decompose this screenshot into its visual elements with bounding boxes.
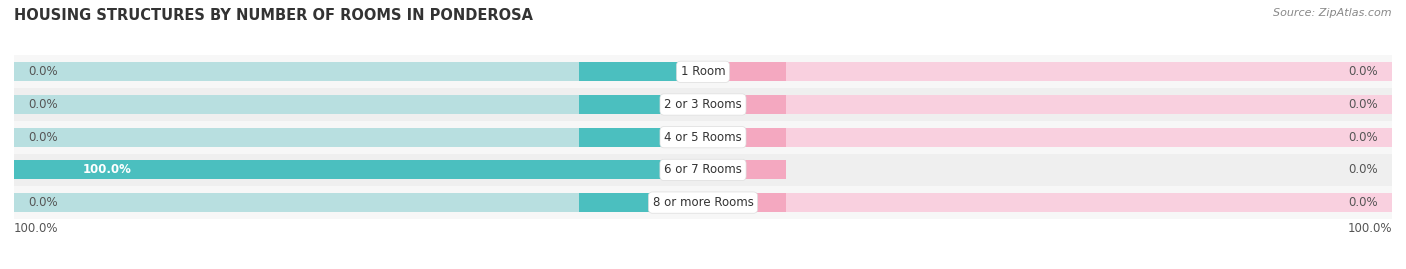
Bar (579, 128, 703, 147)
Bar (703, 62, 786, 81)
Bar (786, 128, 1392, 147)
Bar (786, 62, 1392, 81)
Bar (703, 128, 786, 147)
Text: 0.0%: 0.0% (1348, 196, 1378, 209)
Bar (14, 193, 703, 212)
Text: 2 or 3 Rooms: 2 or 3 Rooms (664, 98, 742, 111)
Text: 100.0%: 100.0% (14, 222, 59, 235)
Text: 4 or 5 Rooms: 4 or 5 Rooms (664, 131, 742, 144)
Bar (14, 88, 1392, 121)
Text: Source: ZipAtlas.com: Source: ZipAtlas.com (1274, 8, 1392, 18)
Bar (14, 186, 1392, 219)
Text: 6 or 7 Rooms: 6 or 7 Rooms (664, 163, 742, 176)
Bar (703, 95, 786, 114)
Bar (14, 95, 703, 114)
Bar (786, 193, 1392, 212)
Bar (703, 193, 786, 212)
Bar (579, 62, 703, 81)
Bar (703, 160, 786, 179)
Text: 1 Room: 1 Room (681, 65, 725, 78)
Text: 100.0%: 100.0% (1347, 222, 1392, 235)
Bar (14, 154, 1392, 186)
Text: 0.0%: 0.0% (28, 131, 58, 144)
Text: 0.0%: 0.0% (1348, 65, 1378, 78)
Text: 8 or more Rooms: 8 or more Rooms (652, 196, 754, 209)
Bar (14, 128, 703, 147)
Text: 0.0%: 0.0% (28, 98, 58, 111)
Bar (14, 160, 703, 179)
Bar (14, 121, 1392, 154)
Text: 100.0%: 100.0% (83, 163, 132, 176)
Bar (14, 62, 703, 81)
Bar (579, 95, 703, 114)
Bar (786, 95, 1392, 114)
Bar (579, 193, 703, 212)
Text: 0.0%: 0.0% (28, 65, 58, 78)
Text: HOUSING STRUCTURES BY NUMBER OF ROOMS IN PONDEROSA: HOUSING STRUCTURES BY NUMBER OF ROOMS IN… (14, 8, 533, 23)
Text: 0.0%: 0.0% (1348, 163, 1378, 176)
Bar (14, 55, 1392, 88)
Text: 0.0%: 0.0% (1348, 98, 1378, 111)
Text: 0.0%: 0.0% (1348, 131, 1378, 144)
Text: 0.0%: 0.0% (28, 196, 58, 209)
